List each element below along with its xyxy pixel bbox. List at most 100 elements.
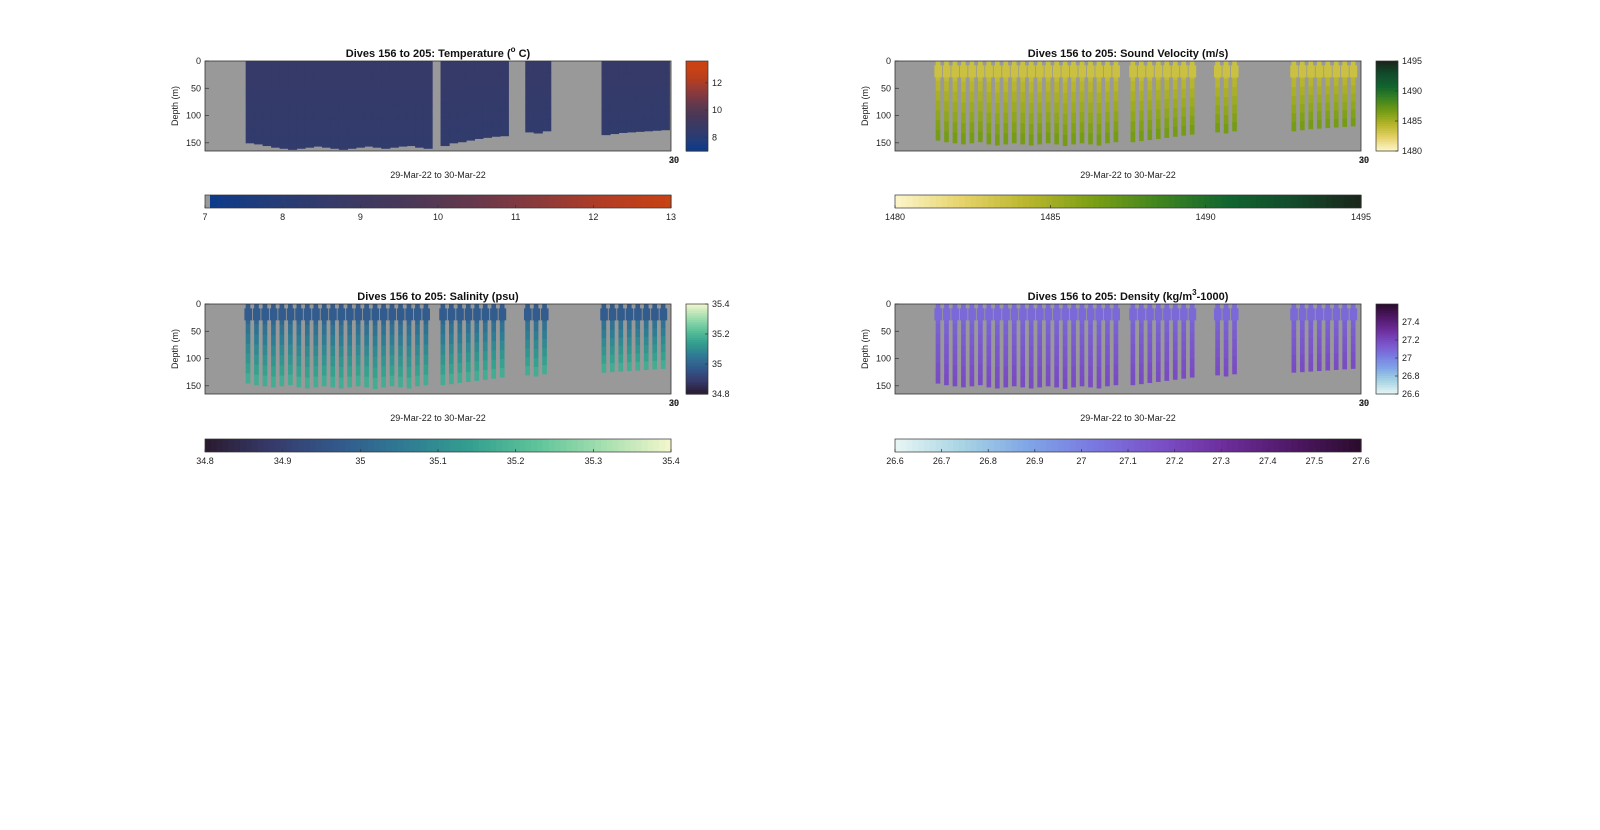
profile-cell — [618, 72, 628, 86]
colorbar-segment — [1376, 126, 1398, 130]
profile-cell — [398, 345, 403, 357]
profile-cell — [338, 356, 344, 368]
profile-cell — [1088, 355, 1093, 367]
profile-cell — [364, 345, 369, 357]
profile-cell — [1308, 111, 1314, 121]
profile-cell — [491, 368, 497, 379]
profile-cell — [1333, 353, 1339, 362]
profile-cell — [542, 365, 547, 375]
profile-cell — [254, 116, 264, 131]
profile-cell — [1139, 100, 1144, 112]
bottom-colorbar-tick-label: 27.3 — [1212, 456, 1230, 466]
colorbar-segment — [1145, 195, 1152, 208]
profile-cell — [994, 82, 1000, 93]
profile-cell — [406, 325, 412, 336]
profile-cell — [1071, 335, 1076, 346]
profile-cell — [1045, 344, 1051, 356]
profile-cell — [1088, 335, 1093, 346]
profile-cell — [415, 355, 420, 366]
colorbar-segment — [686, 124, 708, 127]
profile-surface-band — [1027, 65, 1036, 78]
profile-surface-band — [439, 308, 447, 321]
profile-surface-band — [1290, 65, 1298, 78]
colorbar-segment — [1244, 195, 1251, 208]
profile-cell — [288, 134, 298, 150]
chart-panel-salinity: Dives 156 to 205: Salinity (psu)05010015… — [170, 291, 730, 466]
colorbar-segment — [1104, 195, 1112, 208]
colorbar-segment — [286, 195, 293, 208]
profile-cell — [1316, 94, 1322, 104]
profile-surface-band — [985, 308, 993, 321]
profile-cell — [482, 351, 488, 361]
profile-cell — [330, 355, 336, 367]
profile-cell — [994, 103, 1000, 114]
profile-cell — [1088, 366, 1093, 378]
profile-surface-band — [1307, 308, 1315, 321]
colorbar-segment — [686, 349, 708, 352]
profile-cell — [525, 120, 535, 133]
colorbar-segment — [1174, 195, 1182, 208]
profile-cell — [1223, 88, 1229, 98]
profile-cell — [245, 333, 251, 345]
profile-cell — [313, 131, 323, 147]
profile-cell — [944, 81, 949, 92]
profile-cell — [533, 97, 543, 110]
profile-cell — [1020, 355, 1026, 367]
profile-cell — [1054, 102, 1059, 114]
profile-cell — [288, 324, 293, 335]
profile-cell — [1071, 376, 1076, 388]
profile-cell — [660, 304, 666, 313]
profile-cell — [1189, 349, 1195, 360]
profile-cell — [609, 346, 615, 356]
profile-cell — [465, 126, 476, 141]
colorbar-segment — [373, 195, 381, 208]
profile-cell — [389, 344, 395, 356]
profile-cell — [321, 324, 327, 336]
profile-cell — [330, 90, 340, 106]
profile-cell — [304, 325, 310, 336]
profile-cell — [1028, 124, 1034, 135]
y-tick-label: 150 — [876, 138, 891, 148]
colorbar-segment — [309, 439, 317, 452]
profile-cell — [986, 324, 992, 336]
profile-cell — [969, 81, 975, 93]
profile-cell — [1147, 323, 1153, 334]
profile-cell — [1172, 369, 1178, 380]
profile-cell — [1037, 355, 1043, 367]
profile-cell — [406, 356, 412, 368]
profile-cell — [347, 376, 353, 388]
profile-cell — [1071, 112, 1076, 124]
colorbar-segment — [1376, 76, 1398, 80]
profile-cell — [304, 346, 310, 357]
side-colorbar-tick-label: 35.2 — [712, 329, 730, 339]
profile-cell — [381, 133, 391, 149]
colorbar-segment — [686, 351, 708, 355]
profile-cell — [449, 373, 454, 385]
colorbar-segment — [356, 439, 363, 452]
profile-cell — [944, 374, 949, 386]
profile-cell — [1189, 322, 1195, 332]
x-end-tick-label: 30 — [669, 155, 679, 165]
profile-cell — [1325, 85, 1331, 95]
profile-cell — [1189, 124, 1195, 135]
profile-cell — [398, 366, 403, 378]
profile-cell — [1325, 77, 1331, 87]
profile-cell — [1020, 366, 1026, 378]
colorbar-segment — [397, 195, 404, 208]
profile-cell — [1181, 341, 1187, 351]
colorbar-segment — [1157, 439, 1164, 452]
profile-cell — [330, 61, 340, 77]
colorbar-segment — [686, 63, 708, 67]
colorbar-segment — [1023, 439, 1030, 452]
colorbar-segment — [895, 195, 902, 208]
profile-cell — [1045, 132, 1051, 144]
profile-cell — [1113, 364, 1119, 376]
profile-cell — [254, 374, 259, 386]
profile-cell — [398, 75, 408, 90]
profile-cell — [1215, 366, 1220, 376]
profile-cell — [525, 61, 535, 74]
profile-cell — [1062, 335, 1068, 347]
profile-cell — [643, 304, 649, 313]
colorbar-segment — [1291, 439, 1298, 452]
colorbar-segment — [1104, 439, 1112, 452]
